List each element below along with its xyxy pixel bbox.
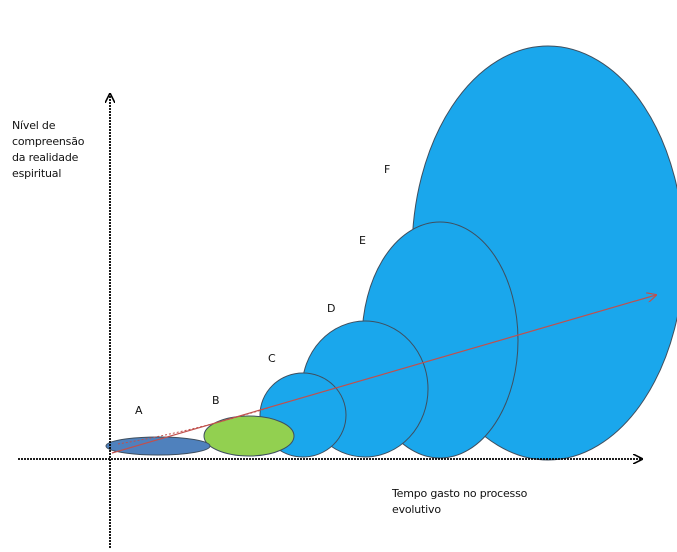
stage-b-ellipse: [203, 415, 295, 457]
stage-label-e: E: [359, 234, 366, 247]
y-axis-label: Nível de compreensão da realidade espiri…: [12, 119, 85, 180]
x-axis-label: Tempo gasto no processo evolutivo: [392, 487, 528, 516]
stage-label-c: C: [268, 352, 276, 365]
stage-label-b: B: [212, 394, 220, 407]
trend-arrow: [111, 295, 656, 454]
stage-label-d: D: [327, 302, 336, 315]
stage-label-a: A: [135, 404, 143, 417]
stage-label-f: F: [384, 163, 391, 176]
curve-connector: [117, 407, 269, 445]
